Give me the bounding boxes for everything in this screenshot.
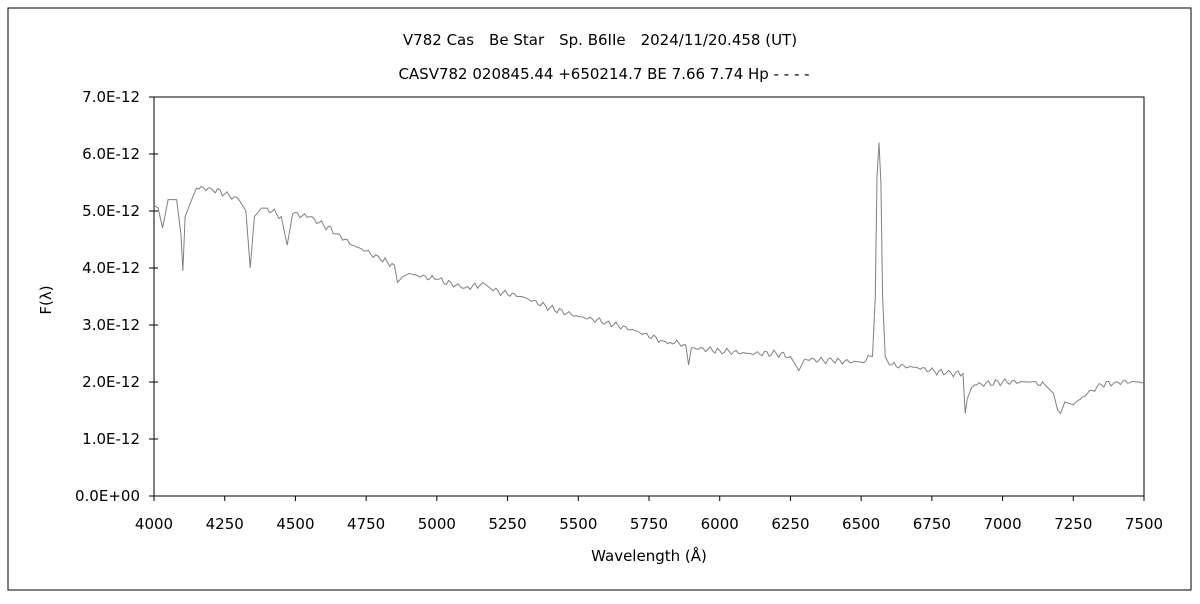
y-tick-label: 1.0E-12 xyxy=(82,430,140,448)
x-tick-label: 7000 xyxy=(983,515,1021,533)
spectrum-line xyxy=(153,142,1145,415)
x-tick-label: 7500 xyxy=(1125,515,1163,533)
x-tick-label: 5500 xyxy=(559,515,597,533)
y-tick-label: 6.0E-12 xyxy=(82,145,140,163)
x-tick-label: 5750 xyxy=(630,515,668,533)
outer-border xyxy=(7,7,1192,591)
x-tick-label: 4000 xyxy=(135,515,173,533)
x-tick-label: 5250 xyxy=(488,515,526,533)
y-tick-label: 3.0E-12 xyxy=(82,316,140,334)
y-tick-label: 2.0E-12 xyxy=(82,373,140,391)
x-tick-label: 7250 xyxy=(1054,515,1092,533)
x-tick-label: 4250 xyxy=(206,515,244,533)
chart-title: V782 Cas Be Star Sp. B6IIe 2024/11/20.45… xyxy=(403,31,797,49)
y-tick-label: 5.0E-12 xyxy=(82,202,140,220)
x-axis-label: Wavelength (Å) xyxy=(591,546,707,565)
chart-subtitle: CASV782 020845.44 +650214.7 BE 7.66 7.74… xyxy=(398,65,809,83)
x-tick-label: 6250 xyxy=(771,515,809,533)
y-tick-label: 0.0E+00 xyxy=(75,487,140,505)
x-tick-label: 6750 xyxy=(913,515,951,533)
x-tick-label: 4750 xyxy=(347,515,385,533)
plot-area xyxy=(153,96,1145,497)
x-tick-label: 5000 xyxy=(418,515,456,533)
x-tick-label: 4500 xyxy=(276,515,314,533)
y-tick-label: 4.0E-12 xyxy=(82,259,140,277)
y-axis-label: F(λ) xyxy=(37,285,55,314)
y-tick-label: 7.0E-12 xyxy=(82,88,140,106)
x-tick-label: 6500 xyxy=(842,515,880,533)
x-tick-label: 6000 xyxy=(701,515,739,533)
